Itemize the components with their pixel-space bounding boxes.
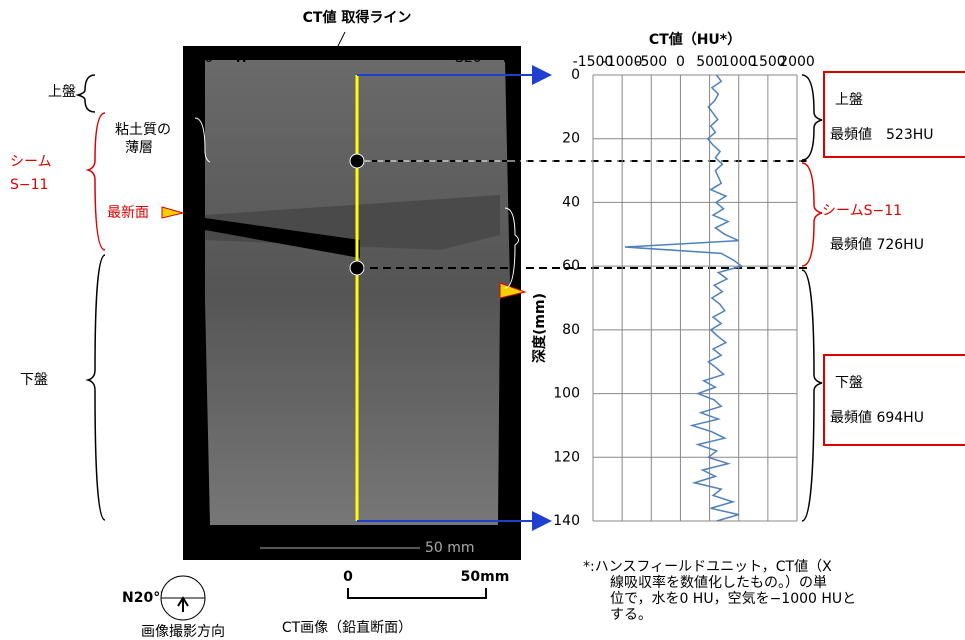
brace-white [194,117,211,163]
box-title: 上盤 [835,92,863,108]
compass-arrow [177,596,189,612]
scale-bar [347,588,487,599]
x-tick-label: 500 [696,54,723,70]
footnote-line: する。 [610,607,652,623]
brace-white [504,207,519,289]
pointer [334,31,346,53]
compass-caption: 画像撮影方向 [141,623,225,640]
x-tick-label: -1500 [573,54,614,70]
upper-label: 上盤 [48,84,76,100]
point [349,153,365,169]
x-tick-label: 1000 [721,54,757,70]
brace [801,162,823,267]
image-caption: CT画像（鉛直断面） [282,619,412,636]
clay-label: 粘土質の [115,122,171,138]
y-tick-label: 140 [553,513,580,529]
seam-label: S−11 [10,177,48,193]
y-tick-label: 0 [571,67,580,83]
y-tick-label: 20 [562,131,580,147]
x-tick-label: 1500 [750,54,786,70]
footnote-line: 位で，水を0 HU，空気を−1000 HUと [610,591,856,607]
brace [85,112,106,251]
footnote-line: 線吸収率を数値化したもの。）の単 [610,574,827,591]
footnote-line: *:ハンスフィールドユニット，CT値（X [583,559,832,575]
scale-zero: 0 [343,569,353,585]
brace [801,269,823,522]
box [823,354,965,446]
y-tick-label: 120 [553,449,580,465]
box-mode: 最頻値 726HU [830,237,924,253]
box-mode: 最頻値 694HU [830,410,924,426]
marker [161,206,185,219]
clay-label: 薄層 [125,140,153,156]
image-scale-label: 50 mm [425,540,475,556]
brace [801,74,823,161]
box-title: シームS−11 [822,203,902,219]
y-tick-label: 40 [562,194,580,210]
chart: CT値（HU*）深度(mm)-1500-1000-500 0 50010001500… [531,31,815,529]
chart-title: CT値（HU*） [649,31,741,48]
y-axis-label: 深度(mm) [531,293,548,363]
x-tick-label: -1000 [602,54,643,70]
brace [85,254,106,521]
x-tick-label: 0 [676,54,685,70]
y-tick-label: 80 [562,322,580,338]
marker [499,282,527,299]
y-tick-label: 60 [562,258,580,274]
brace [75,74,96,113]
dir-right: S20° E [455,50,512,66]
data-line [625,74,744,522]
y-tick-label: 100 [553,386,580,402]
seam-label: シーム [10,154,52,170]
box-mode: 最頻値 523HU [830,127,934,143]
x-tick-label: -500 [635,54,667,70]
lower-label: 下盤 [20,372,48,388]
newest-label: 最新面 [107,205,149,221]
footnote: *:ハンスフィールドユニット，CT値（X線吸収率を数値化したもの。）の単位で，水… [583,559,856,623]
scale-end: 50mm [461,569,510,585]
seam-gap [205,218,360,258]
x-tick-label: 2000 [779,54,815,70]
dir-left: N20° W [185,50,248,66]
box-title: 下盤 [835,375,863,391]
line-title: CT値 取得ライン [303,9,412,26]
point [349,260,365,276]
box [823,71,965,158]
